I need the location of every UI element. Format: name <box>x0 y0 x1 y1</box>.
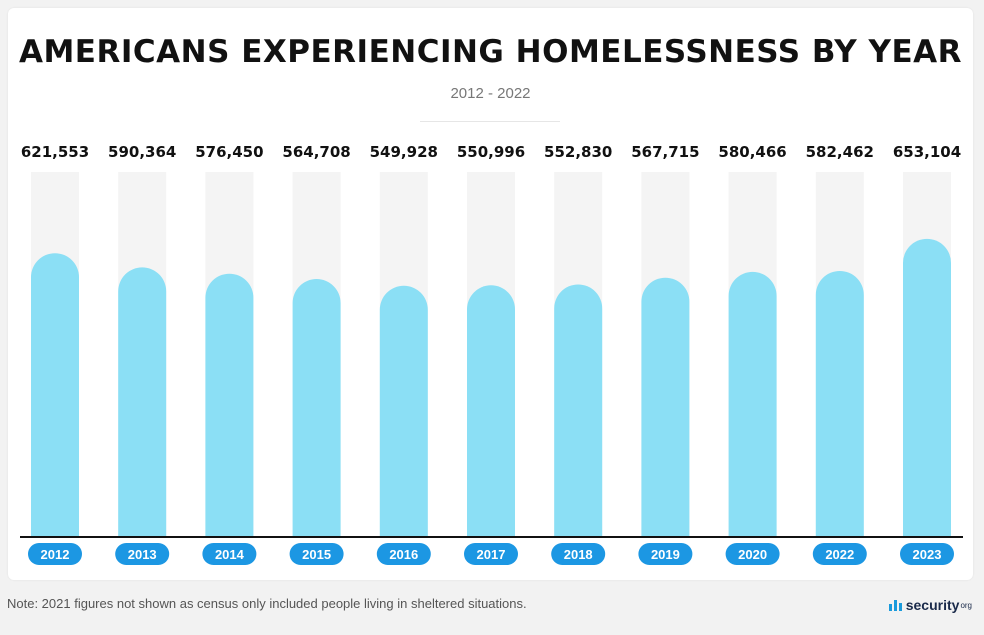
x-tick-label-2023: 2023 <box>913 547 942 562</box>
x-tick-label-2013: 2013 <box>128 547 157 562</box>
year-pill-2013 <box>115 543 170 565</box>
x-tick-label-2020: 2020 <box>738 547 767 562</box>
x-tick-label-2015: 2015 <box>302 547 331 562</box>
chart-title: AMERICANS EXPERIENCING HOMELESSNESS BY Y… <box>18 34 963 70</box>
bar-2015 <box>292 279 341 536</box>
x-tick-label-2016: 2016 <box>389 547 418 562</box>
value-label-2013: 590,364 <box>108 143 176 161</box>
value-label-2012: 621,553 <box>21 143 89 161</box>
year-pill-2012 <box>28 543 82 565</box>
x-tick-label-2019: 2019 <box>651 547 680 562</box>
x-tick-label-2022: 2022 <box>825 547 854 562</box>
logo-bars-icon <box>888 599 902 611</box>
value-label-2023: 653,104 <box>893 143 961 161</box>
value-label-2014: 576,450 <box>195 143 263 161</box>
year-pill-2022 <box>812 543 867 565</box>
bar-2012 <box>31 253 79 536</box>
value-label-2017: 550,996 <box>457 143 525 161</box>
x-tick-label-2018: 2018 <box>564 547 593 562</box>
year-pill-2019 <box>638 543 693 565</box>
value-label-2022: 582,462 <box>806 143 874 161</box>
value-label-2020: 580,466 <box>718 143 786 161</box>
year-pill-2018 <box>551 543 606 565</box>
x-tick-label-2014: 2014 <box>215 547 245 562</box>
value-label-2016: 549,928 <box>370 143 438 161</box>
title-divider <box>420 121 560 122</box>
value-label-2018: 552,830 <box>544 143 612 161</box>
chart-subtitle: 2012 - 2022 <box>450 85 531 102</box>
year-pill-2017 <box>464 543 518 565</box>
bar-2016 <box>379 285 428 536</box>
year-pill-2014 <box>202 543 257 565</box>
bar-2022 <box>815 270 864 536</box>
bar-2020 <box>728 271 777 536</box>
year-pill-2015 <box>289 543 344 565</box>
security-org-logo[interactable]: security org <box>888 597 972 613</box>
bar-2014 <box>205 273 254 536</box>
x-tick-label-2017: 2017 <box>477 547 506 562</box>
bar-2019 <box>641 277 690 536</box>
footnote: Note: 2021 figures not shown as census o… <box>7 596 527 611</box>
value-label-2019: 567,715 <box>631 143 699 161</box>
logo-text: security <box>905 597 960 613</box>
bar-2023 <box>903 238 951 536</box>
bar-2013 <box>118 267 167 536</box>
year-pill-2016 <box>376 543 431 565</box>
year-pill-2023 <box>900 543 954 565</box>
logo-tld: org <box>960 600 972 610</box>
value-label-2015: 564,708 <box>282 143 350 161</box>
year-pill-2020 <box>725 543 780 565</box>
bar-2018 <box>554 284 603 536</box>
x-tick-label-2012: 2012 <box>41 547 70 562</box>
bar-2017 <box>467 285 515 536</box>
